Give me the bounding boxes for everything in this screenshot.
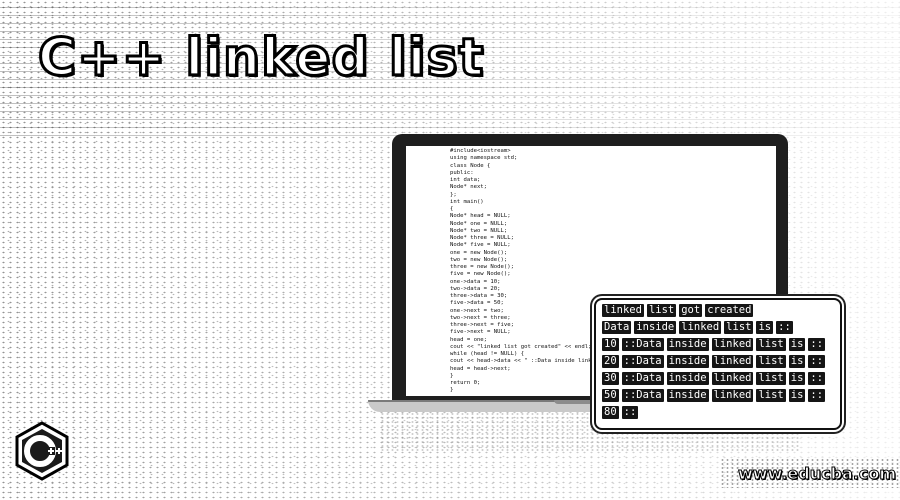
output-token: inside	[634, 321, 677, 334]
output-token: is	[788, 389, 806, 402]
output-token: 30	[602, 372, 619, 385]
output-token: ::Data	[621, 355, 664, 368]
output-token: list	[756, 389, 786, 402]
code-line: }	[450, 387, 454, 394]
output-token: inside	[666, 389, 709, 402]
output-token: linked	[711, 389, 754, 402]
code-line: public:	[450, 169, 474, 176]
output-token: linked	[711, 338, 754, 351]
cpp-logo-icon	[12, 421, 72, 481]
output-token: ::	[776, 321, 793, 334]
code-line: cout << "linked list got created" << end…	[450, 343, 592, 350]
output-token: inside	[666, 338, 709, 351]
output-token: is	[788, 338, 806, 351]
output-line: 50::Data inside linked list is::	[602, 389, 834, 402]
code-line: five->next = NULL;	[450, 329, 511, 336]
code-line: one->next = two;	[450, 307, 504, 314]
program-output-panel: linked list got created Data inside linked list…	[594, 298, 842, 430]
code-line: int main()	[450, 198, 484, 205]
output-token: ::	[808, 389, 826, 402]
output-token: linked	[711, 372, 754, 385]
code-line: Node* head = NULL;	[450, 213, 511, 220]
output-line: 30::Data inside linked list is::	[602, 372, 834, 385]
code-line: two = new Node();	[450, 256, 508, 263]
output-token: ::Data	[621, 389, 664, 402]
code-line: using namespace std;	[450, 155, 518, 162]
output-token: inside	[666, 355, 709, 368]
code-line: int data;	[450, 177, 481, 183]
output-token: Data	[602, 321, 632, 334]
output-token: list	[646, 304, 677, 317]
output-line: 80::	[602, 406, 834, 419]
code-line: Node* five = NULL;	[450, 242, 511, 249]
output-token: 10	[602, 338, 619, 351]
output-token: ::	[808, 355, 826, 368]
output-token: 80	[602, 406, 619, 419]
code-line: };	[450, 191, 457, 198]
code-line: two->data = 20;	[450, 285, 501, 292]
page-title: C++ linked list	[36, 27, 485, 90]
footer-halftone	[720, 458, 900, 488]
code-line: one = new Node();	[450, 249, 508, 256]
output-line: 20::Data inside linked list is::	[602, 355, 834, 368]
code-line: #include<iostream>	[450, 148, 511, 154]
output-token: inside	[666, 372, 709, 385]
output-token: linked	[602, 304, 644, 317]
code-line: three->data = 30;	[450, 293, 508, 299]
output-token: ::	[808, 338, 826, 351]
output-token: ::Data	[621, 372, 664, 385]
output-token: list	[756, 372, 786, 385]
output-token: is	[788, 355, 806, 368]
output-line: linked list got created	[602, 304, 834, 317]
output-token: 50	[602, 389, 619, 402]
output-token: ::Data	[621, 338, 664, 351]
code-line: while (head != NULL) {	[450, 351, 525, 357]
output-token: ::	[621, 406, 639, 419]
output-token: linked	[711, 355, 754, 368]
output-line: 10::Data inside linked list is::	[602, 338, 834, 351]
output-token: 20	[602, 355, 619, 368]
laptop-notch	[554, 400, 624, 404]
output-token: ::	[808, 372, 826, 385]
output-token: list	[756, 338, 786, 351]
code-line: three = new Node();	[450, 264, 514, 270]
code-line: class Node {	[450, 162, 491, 169]
code-line: head = one;	[450, 336, 488, 343]
output-token: list	[756, 355, 786, 368]
code-line: five->data = 50;	[450, 300, 504, 307]
code-line: head = head->next;	[450, 365, 511, 372]
output-token: got	[679, 304, 703, 317]
code-line: return 0;	[450, 380, 481, 386]
code-line: {	[450, 206, 454, 212]
code-line: five = new Node();	[450, 271, 511, 278]
code-line: two->next = three;	[450, 314, 511, 321]
output-token: is	[788, 372, 806, 385]
code-line: Node* one = NULL;	[450, 220, 508, 227]
output-token: linked	[679, 321, 722, 334]
code-listing: #include<iostream> using namespace std; cl…	[450, 148, 650, 395]
output-token: is	[756, 321, 774, 334]
footer-url[interactable]: www.educba.com	[737, 464, 897, 484]
code-line: Node* three = NULL;	[450, 235, 514, 241]
output-token: created	[705, 304, 754, 317]
output-line: Data inside linked list is::	[602, 321, 834, 334]
code-line: }	[450, 372, 454, 379]
code-line: three->next = five;	[450, 322, 514, 328]
code-line: Node* next;	[450, 184, 488, 191]
code-line: Node* two = NULL;	[450, 227, 508, 234]
output-token: list	[724, 321, 754, 334]
code-line: one->data = 10;	[450, 278, 501, 285]
